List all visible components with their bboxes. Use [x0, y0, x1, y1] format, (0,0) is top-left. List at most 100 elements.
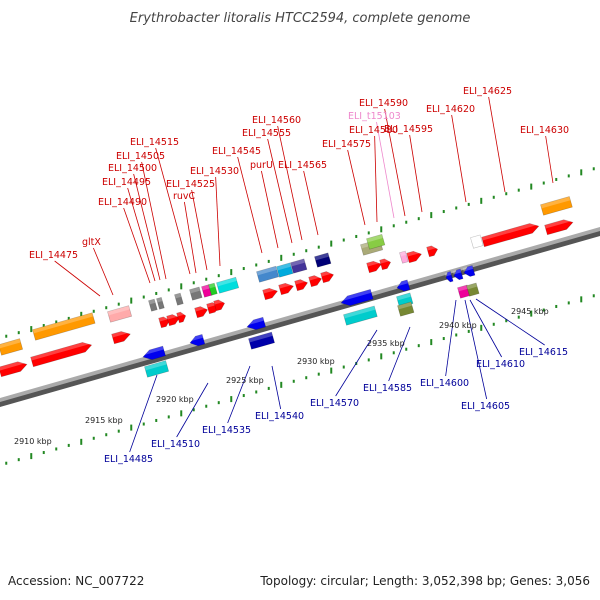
leader-line [335, 329, 378, 397]
scale-tick [255, 390, 258, 394]
scale-tick [205, 277, 208, 281]
forward-gene [32, 312, 96, 341]
tick-tracks [5, 167, 595, 465]
scale-tick [580, 296, 583, 303]
scale-tick [117, 302, 120, 306]
scale-tick [280, 381, 283, 388]
scale-tick [405, 347, 408, 351]
reverse-gene [466, 282, 480, 297]
scale-tick [67, 443, 70, 447]
scale-tick [305, 249, 308, 253]
scale-tick [192, 281, 195, 285]
forward-gene [176, 310, 187, 324]
leader-line [475, 298, 545, 346]
scale-tick [342, 365, 345, 369]
gene-label: purU [250, 160, 273, 171]
forward-gene [399, 250, 409, 264]
forward-gene [256, 265, 280, 283]
scale-tick [530, 310, 533, 317]
gene-label: ELI_14530 [190, 166, 239, 177]
forward-gene [379, 257, 392, 271]
scale-tick [367, 231, 370, 235]
gene-label: ELI_14490 [98, 197, 147, 208]
forward-gene [156, 296, 165, 310]
scale-tick [492, 322, 495, 326]
forward-gene [166, 312, 180, 327]
scale-tick [217, 401, 220, 405]
reverse-gene [452, 268, 464, 281]
label-leader-lines [54, 96, 554, 453]
scale-tick-label: 2910 kbp [14, 437, 52, 446]
gene-label: ELI_14605 [461, 401, 510, 412]
scale-tick [392, 224, 395, 228]
leader-line [469, 299, 502, 358]
forward-gene [213, 298, 226, 312]
leader-line [464, 299, 488, 400]
reverse-gene [245, 316, 267, 330]
scale-tick [455, 333, 458, 337]
forward-gene [544, 217, 574, 236]
forward-gene [216, 276, 240, 294]
gene-label: ELI_14585 [363, 383, 412, 394]
leader-line [93, 247, 114, 296]
scale-tick [5, 461, 8, 465]
scale-tick [292, 379, 295, 383]
reverse-gene [343, 305, 378, 326]
reverse-gene [444, 271, 454, 283]
leader-line [133, 173, 161, 281]
forward-gene [481, 221, 540, 248]
leader-line [261, 170, 279, 249]
gene-label: ruvC [173, 191, 196, 202]
gene-label: ELI_14630 [520, 125, 569, 136]
leader-line [445, 299, 457, 377]
gene-label: ELI_t15103 [348, 111, 401, 122]
scale-tick [217, 274, 220, 278]
scale-tick [255, 263, 258, 267]
leader-line [374, 135, 378, 223]
genome-summary-text: Topology: circular; Length: 3,052,398 bp… [259, 574, 590, 588]
scale-tick [92, 436, 95, 440]
forward-gene [262, 286, 278, 301]
scale-tick [167, 288, 170, 292]
forward-gene [308, 273, 322, 288]
accession-text: Accession: NC_007722 [8, 574, 144, 588]
scale-tick [430, 339, 433, 346]
scale-tick [505, 192, 508, 196]
scale-tick [355, 234, 358, 238]
scale-tick [505, 319, 508, 323]
forward-gene [366, 233, 386, 250]
scale-tick [517, 188, 520, 192]
leader-line [227, 365, 251, 424]
forward-gene [194, 304, 208, 319]
forward-gene [290, 258, 308, 274]
scale-tick [17, 458, 20, 462]
scale-tick [367, 358, 370, 362]
scale-tick [567, 301, 570, 305]
forward-gene [314, 252, 332, 268]
scale-tick [17, 331, 20, 335]
scale-tick [555, 177, 558, 181]
gene-label: ELI_14570 [310, 398, 359, 409]
forward-gene [294, 277, 308, 292]
leader-line [123, 207, 151, 284]
leader-line [271, 365, 282, 410]
reverse-gene [457, 284, 471, 299]
scale-tick [530, 183, 533, 190]
scale-tick [30, 453, 33, 460]
reverse-gene [188, 333, 206, 347]
gene-label: ELI_14580 [349, 125, 398, 136]
scale-tick [230, 269, 233, 276]
scale-tick [280, 254, 283, 261]
scale-tick [92, 309, 95, 313]
scale-tick [542, 181, 545, 185]
gene-label: ELI_14545 [212, 146, 261, 157]
scale-tick-label: 2940 kbp [439, 321, 477, 330]
scale-tick [242, 267, 245, 271]
leader-line [237, 156, 263, 254]
forward-gene [470, 234, 484, 249]
scale-tick [592, 167, 595, 171]
forward-gene [426, 244, 439, 258]
gene-label: ELI_14610 [476, 359, 525, 370]
scale-tick [442, 210, 445, 214]
